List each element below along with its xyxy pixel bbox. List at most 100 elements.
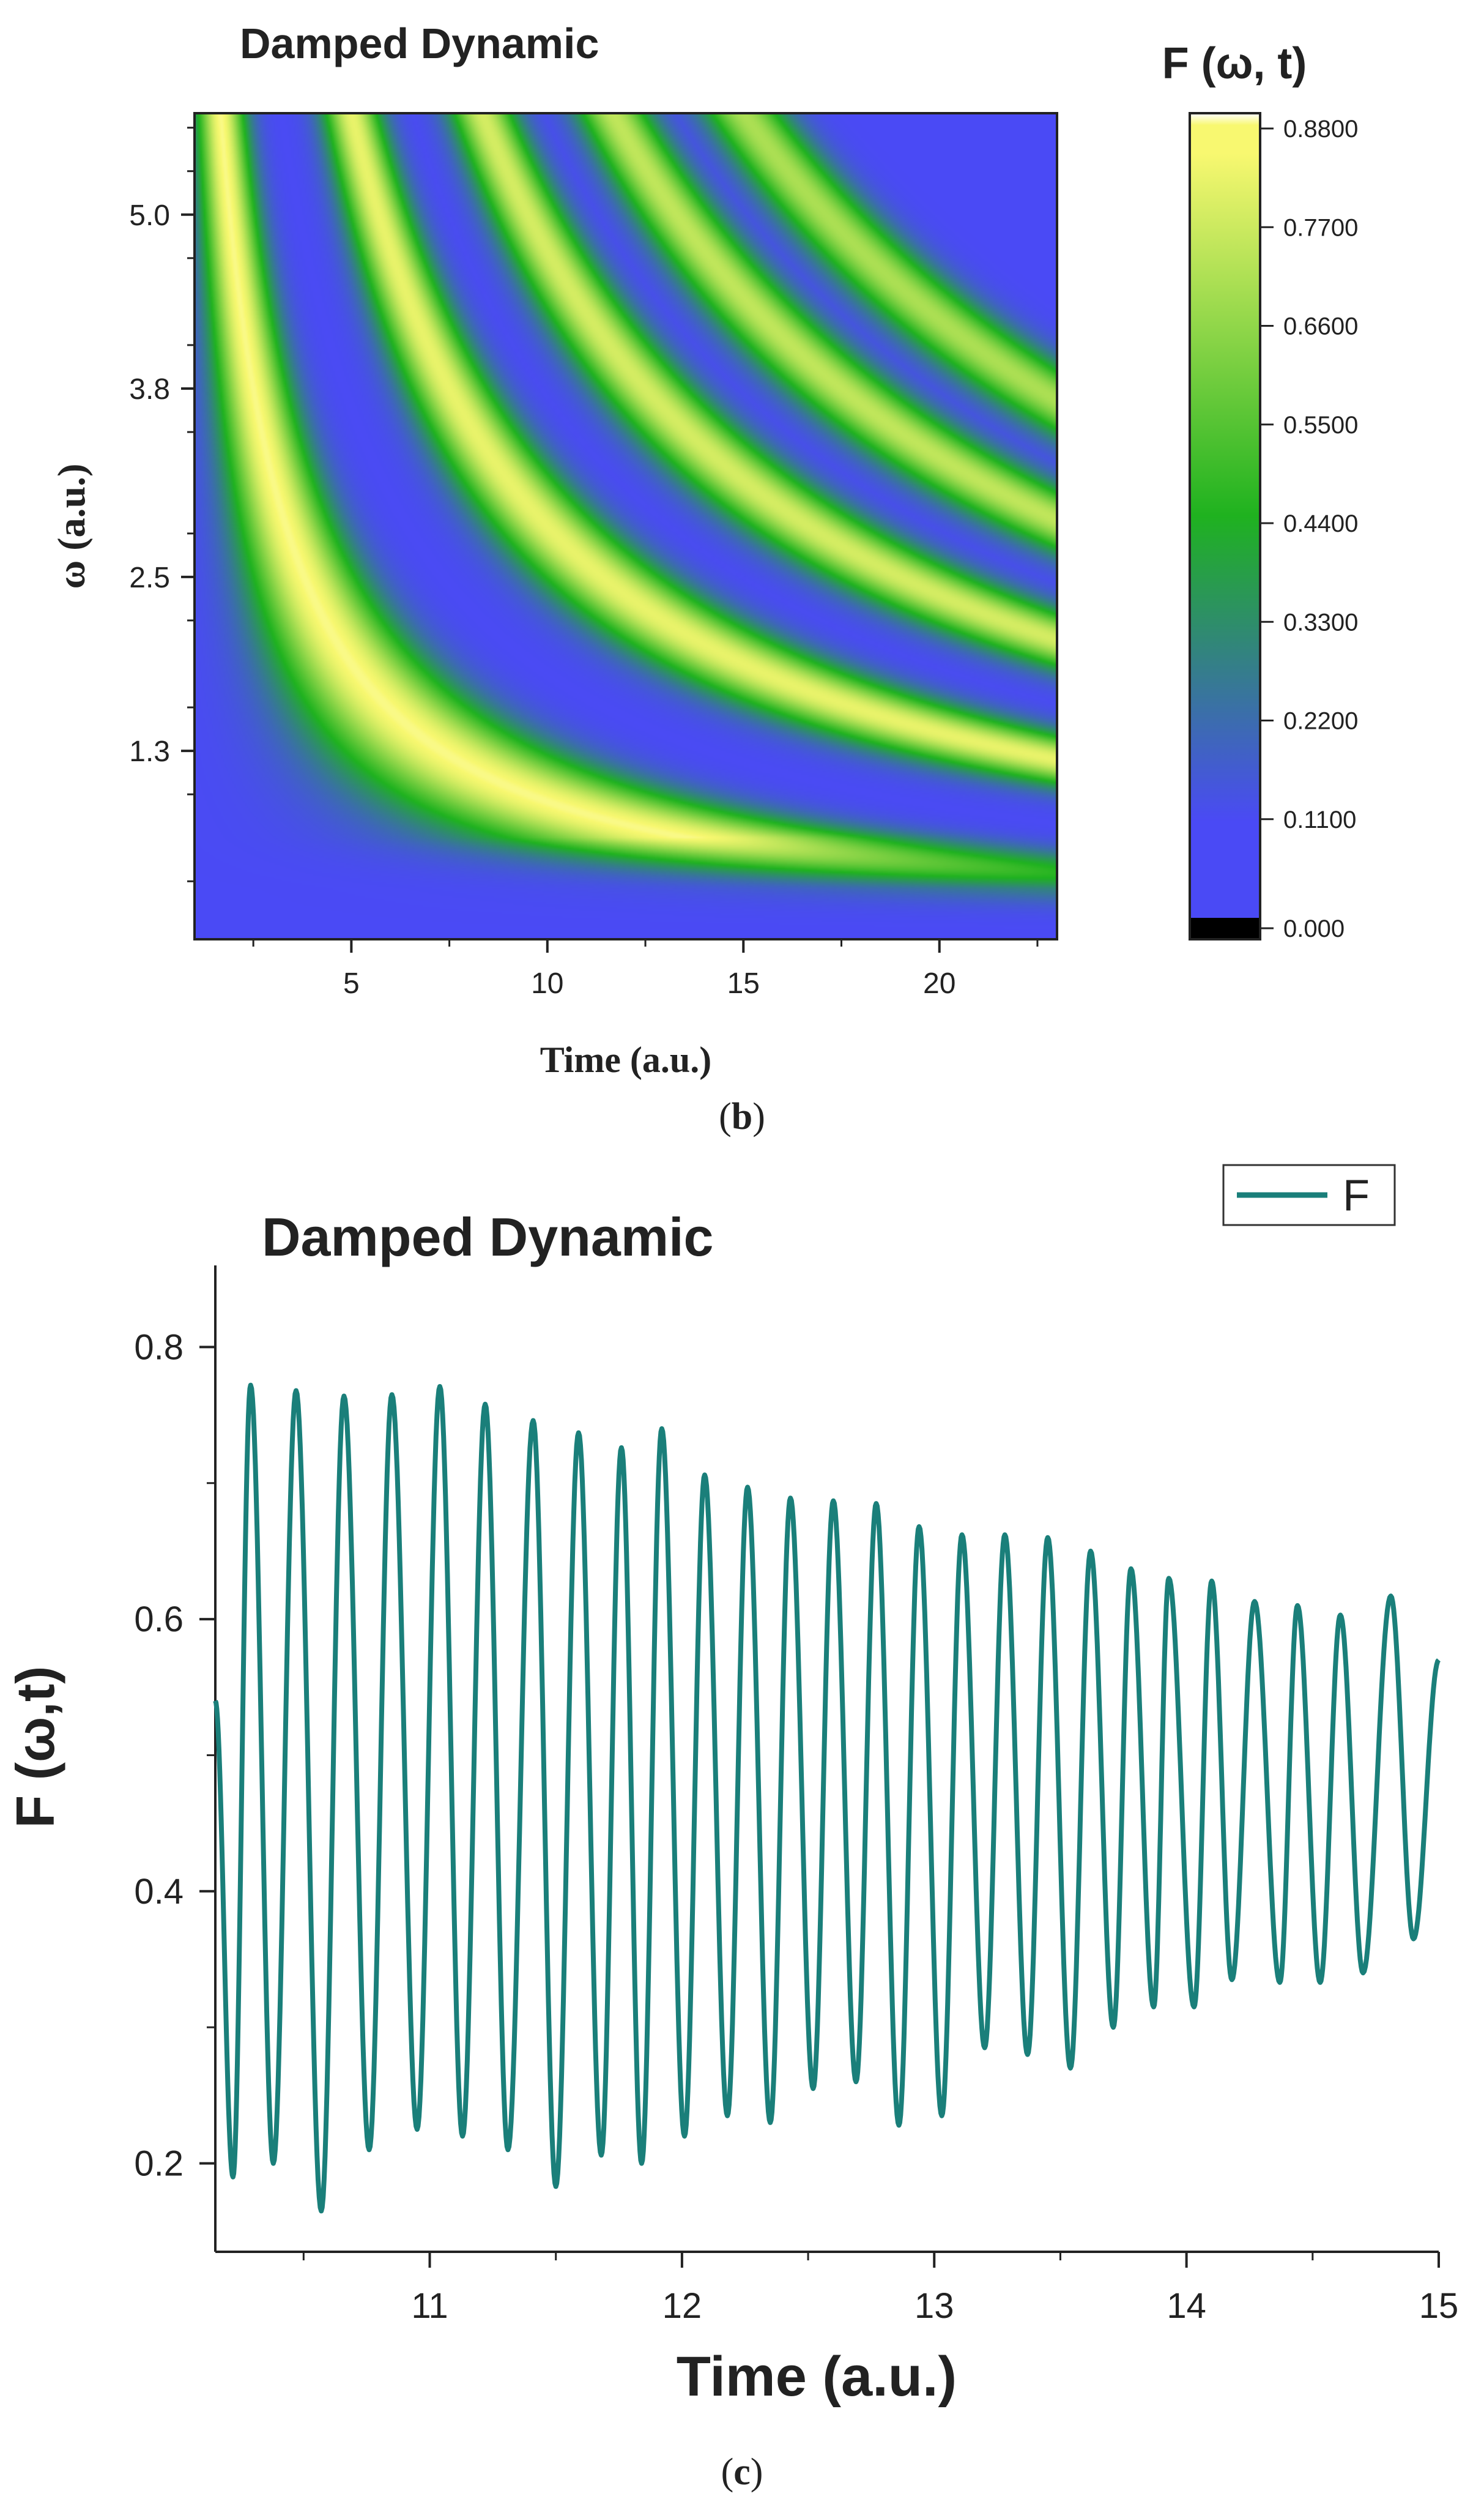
heatmap-frame: [193, 112, 1058, 940]
colorbar: F (ω, t) 0.0000.11000.22000.33000.44000.…: [1162, 39, 1359, 942]
colorbar-frame: [1189, 112, 1261, 940]
series-peak-point: [576, 1431, 581, 1435]
series-peak-point: [1252, 1600, 1256, 1604]
series-peak-point: [703, 1473, 707, 1477]
series-trough-point: [415, 2127, 419, 2131]
series-trough-point: [1025, 2052, 1030, 2057]
series-peak-point: [1338, 1613, 1343, 1617]
colorbar-tick-label: 0.6600: [1283, 313, 1358, 340]
legend: F: [1222, 1164, 1396, 1226]
colorbar-tick-label: 0.3300: [1283, 609, 1358, 636]
series-trough-point: [1230, 1978, 1234, 1982]
series-peak-point: [619, 1445, 623, 1450]
series-peak-point: [531, 1418, 535, 1423]
series-trough-point: [1361, 1971, 1365, 1975]
colorbar-tick-label: 0.1100: [1283, 806, 1356, 833]
caption-c-letter: c: [733, 2451, 751, 2493]
line-x-tick-label: 13: [915, 2286, 954, 2326]
caption-c-close: ): [751, 2451, 763, 2493]
heatmap-y-tick-label: 5.0: [129, 199, 170, 232]
line-y-tick-label: 0.6: [134, 1600, 184, 1639]
series-trough-point: [1318, 1980, 1323, 1984]
series-peak-point: [1389, 1594, 1393, 1598]
line-x-tick-label: 15: [1419, 2286, 1459, 2326]
line-y-tick-label: 0.8: [134, 1327, 184, 1367]
series-trough-point: [897, 2123, 901, 2128]
series-peak-point: [1209, 1579, 1214, 1583]
line-x-axis-label: Time (a.u.): [677, 2345, 957, 2408]
caption-b-close: ): [752, 1096, 765, 1138]
series-trough-point: [1111, 2025, 1116, 2030]
series-trough-point: [1192, 2005, 1196, 2009]
line-chart-axes: 11 12 13 14 15 0.2 0.4 0.6 0.8: [134, 1265, 1458, 2326]
line-x-tick-label: 12: [662, 2286, 702, 2326]
series-peak-point: [438, 1384, 442, 1388]
heatmap-y-tick-label: 1.3: [129, 736, 170, 768]
series-peak-point: [1088, 1549, 1093, 1553]
colorbar-ticks: 0.000 0.1100 0.2200 0.3300 0.4400 0.5500 0.660…: [1260, 116, 1358, 942]
series-trough-point: [554, 2184, 558, 2189]
series-peak-point: [746, 1485, 750, 1489]
colorbar-zero-swatch: [1190, 918, 1260, 939]
heatmap-y-axis-label: ω (a.u.): [50, 464, 93, 589]
heatmap-image: [195, 113, 1057, 939]
heatmap-x-tick-label: 15: [727, 967, 760, 1000]
line-x-tick-label: 14: [1167, 2286, 1206, 2326]
series-trough-point: [725, 2114, 730, 2118]
caption-c-open: (: [721, 2451, 734, 2493]
series-peak-point: [659, 1426, 664, 1431]
series-trough-point: [639, 2161, 644, 2166]
line-y-axis-label: F (ω,t): [5, 1666, 65, 1828]
series-trough-point: [271, 2161, 275, 2166]
series-peak-point: [1296, 1603, 1300, 1607]
series-extrema-marks: [231, 1383, 1415, 2213]
colorbar-tick-label: 0.000: [1283, 915, 1345, 942]
heatmap-plot-area: [193, 112, 1058, 940]
colorbar-title: F (ω, t): [1162, 39, 1307, 88]
series-trough-point: [1411, 1937, 1415, 1941]
series-peak-point: [960, 1533, 964, 1537]
colorbar-tick-label: 0.2200: [1283, 708, 1358, 735]
series-trough-point: [811, 2087, 815, 2091]
series-trough-point: [367, 2148, 371, 2152]
heatmap-y-tick-label: 2.5: [129, 562, 170, 594]
series-trough-point: [1278, 1980, 1282, 1984]
line-y-tick-label: 0.4: [134, 1872, 184, 1912]
line-chart-title: Damped Dynamic: [262, 1207, 713, 1267]
series-trough-point: [599, 2153, 603, 2158]
caption-c: (c): [721, 2451, 763, 2493]
series-trough-point: [1068, 2066, 1072, 2070]
colorbar-tick-label: 0.8800: [1283, 116, 1358, 143]
line-y-tick-label: 0.2: [134, 2143, 184, 2183]
series-trough-point: [854, 2080, 858, 2084]
series-peak-point: [390, 1393, 394, 1397]
legend-label: F: [1343, 1171, 1370, 1220]
series-peak-point: [342, 1394, 346, 1398]
series-peak-point: [1167, 1576, 1171, 1581]
heatmap-figure: Damped Dynamic 5 10 15 20 1.3 2.5 3.8 5.0 Time …: [50, 20, 1358, 1138]
series-peak-point: [917, 1524, 921, 1529]
series-trough-point: [231, 2175, 235, 2179]
series-peak-point: [294, 1388, 298, 1393]
caption-b: (b): [719, 1096, 765, 1138]
series-peak-point: [483, 1402, 488, 1406]
series-trough-point: [768, 2120, 773, 2125]
series-trough-point: [319, 2209, 324, 2213]
series-trough-point: [940, 2114, 944, 2118]
heatmap-y-tick-label: 3.8: [129, 373, 170, 406]
series-trough-point: [461, 2134, 465, 2139]
caption-b-letter: b: [732, 1096, 752, 1138]
line-x-tick-label: 11: [411, 2286, 448, 2326]
heatmap-x-tick-label: 5: [343, 967, 360, 1000]
series-trough-point: [982, 2046, 987, 2050]
series-peak-point: [831, 1499, 836, 1503]
colorbar-tick-label: 0.4400: [1283, 510, 1358, 537]
caption-b-open: (: [719, 1096, 732, 1138]
line-chart-figure: F Damped Dynamic 11 12 13 14 150.20.40.60.8 …: [5, 1164, 1458, 2493]
heatmap-x-axis-label: Time (a.u.): [540, 1040, 712, 1080]
series-trough-point: [1152, 2005, 1156, 2009]
heatmap-title: Damped Dynamic: [240, 20, 599, 67]
series-peak-point: [1003, 1533, 1007, 1537]
colorbar-tick-label: 0.5500: [1283, 412, 1358, 439]
series-peak-point: [874, 1502, 878, 1506]
